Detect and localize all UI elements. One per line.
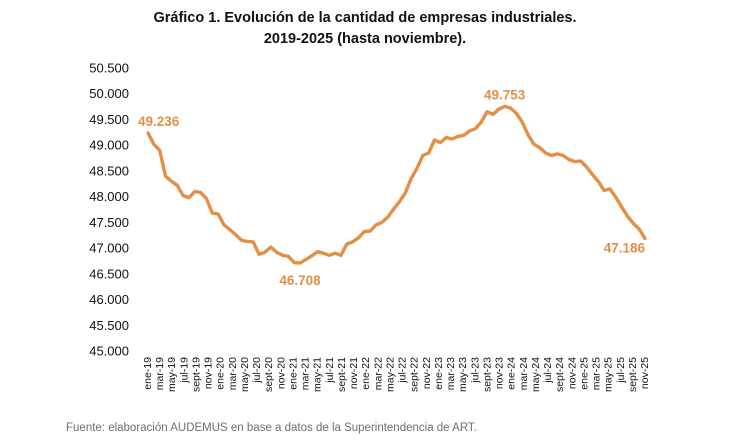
chart-title: Gráfico 1. Evolución de la cantidad de e… bbox=[153, 10, 577, 26]
x-tick-label: mar-23 bbox=[445, 357, 457, 390]
x-tick-label: mar-20 bbox=[227, 357, 239, 390]
x-tick-label: may-21 bbox=[312, 357, 324, 392]
y-tick-label: 48.500 bbox=[89, 163, 129, 178]
x-tick-label: ene-22 bbox=[360, 357, 372, 390]
x-tick-label: jul-19 bbox=[178, 357, 190, 384]
x-tick-label: may-24 bbox=[530, 357, 542, 392]
y-tick-label: 45.500 bbox=[89, 318, 129, 333]
x-tick-label: nov-19 bbox=[203, 357, 215, 389]
x-tick-label: nov-22 bbox=[421, 357, 433, 389]
x-tick-label: sept-20 bbox=[263, 357, 275, 392]
data-label: 49.236 bbox=[138, 114, 180, 129]
x-tick-label: ene-25 bbox=[578, 357, 590, 390]
x-tick-label: nov-23 bbox=[494, 357, 506, 389]
y-axis: 45.000 45.500 46.000 46.500 47.000 47.500 48.0… bbox=[89, 61, 129, 359]
x-tick-label: nov-21 bbox=[348, 357, 360, 389]
y-tick-label: 48.000 bbox=[89, 189, 129, 204]
data-labels: 49.236 46.708 49.753 47.186 bbox=[138, 87, 645, 288]
series-line bbox=[146, 104, 647, 265]
x-tick-label: sept-22 bbox=[409, 357, 421, 392]
series-group bbox=[146, 104, 647, 265]
x-tick-label: may-19 bbox=[166, 357, 178, 392]
x-tick-label: jul-21 bbox=[324, 357, 336, 384]
x-tick-label: ene-21 bbox=[287, 357, 299, 390]
data-label: 49.753 bbox=[484, 87, 526, 102]
y-tick-label: 46.000 bbox=[89, 292, 129, 307]
x-axis: ene-19 mar-19 may-19 jul-19 sept-19 nov-19 ene… bbox=[142, 357, 651, 392]
x-tick-label: mar-25 bbox=[591, 357, 603, 390]
y-tick-label: 50.500 bbox=[89, 61, 129, 76]
x-tick-label: sept-24 bbox=[554, 357, 566, 392]
x-tick-label: sept-25 bbox=[627, 357, 639, 392]
chart-subtitle: 2019-2025 (hasta noviembre). bbox=[263, 31, 467, 47]
x-tick-label: ene-20 bbox=[215, 357, 227, 390]
y-tick-label: 45.000 bbox=[89, 344, 129, 359]
x-tick-label: may-25 bbox=[603, 357, 615, 392]
x-tick-label: ene-23 bbox=[433, 357, 445, 390]
x-tick-label: may-22 bbox=[384, 357, 396, 392]
y-tick-label: 50.000 bbox=[89, 86, 129, 101]
y-tick-label: 47.500 bbox=[89, 215, 129, 230]
x-tick-label: mar-22 bbox=[372, 357, 384, 390]
x-tick-label: may-20 bbox=[239, 357, 251, 392]
data-label: 46.708 bbox=[279, 273, 321, 288]
x-tick-label: jul-25 bbox=[615, 357, 627, 384]
data-label: 47.186 bbox=[604, 241, 646, 256]
x-tick-label: mar-21 bbox=[300, 357, 312, 390]
y-tick-label: 47.000 bbox=[89, 241, 129, 256]
x-tick-label: sept-21 bbox=[336, 357, 348, 392]
source-note: Fuente: elaboración AUDEMUS en base a da… bbox=[66, 422, 477, 434]
x-tick-label: mar-24 bbox=[518, 357, 530, 390]
x-tick-label: jul-20 bbox=[251, 357, 263, 384]
x-tick-label: ene-19 bbox=[142, 357, 154, 390]
line-chart: 45.000 45.500 46.000 46.500 47.000 47.500 48.0… bbox=[89, 61, 651, 393]
y-tick-label: 49.500 bbox=[89, 112, 129, 127]
y-tick-label: 49.000 bbox=[89, 138, 129, 153]
x-tick-label: nov-20 bbox=[275, 357, 287, 389]
x-tick-label: sept-23 bbox=[481, 357, 493, 392]
x-tick-label: nov-24 bbox=[566, 357, 578, 389]
x-tick-label: nov-25 bbox=[639, 357, 651, 389]
x-tick-label: may-23 bbox=[457, 357, 469, 392]
x-tick-label: sept-19 bbox=[190, 357, 202, 392]
x-tick-label: ene-24 bbox=[506, 357, 518, 390]
y-tick-label: 46.500 bbox=[89, 266, 129, 281]
x-tick-label: jul-24 bbox=[542, 357, 554, 384]
x-tick-label: mar-19 bbox=[154, 357, 166, 390]
x-tick-label: jul-22 bbox=[397, 357, 409, 384]
x-tick-label: jul-23 bbox=[469, 357, 481, 384]
